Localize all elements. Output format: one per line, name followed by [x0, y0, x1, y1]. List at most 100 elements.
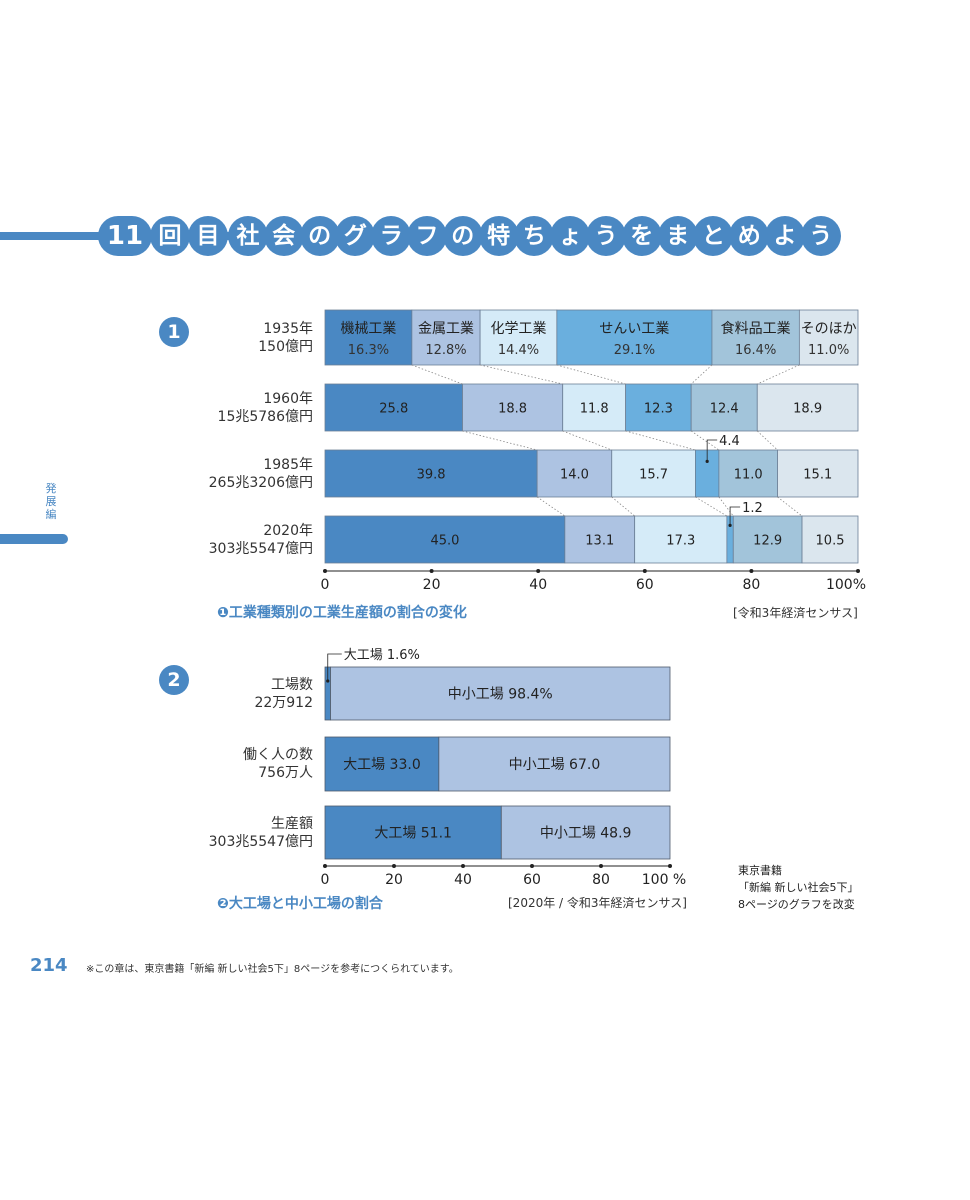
chart1-value-label: 15.7	[639, 468, 668, 483]
chart1-callout-label: 1.2	[742, 501, 763, 516]
chart2-bar-segment	[324, 736, 440, 792]
title-char: ち	[514, 216, 555, 256]
chart1-callout-label: 4.4	[719, 434, 740, 449]
chart1-value-label: 16.3%	[348, 343, 389, 358]
chart2-callout-line	[327, 653, 342, 681]
chart1-series-label: 金属工業	[418, 321, 474, 337]
chart2-row-label: 工場数 22万912	[254, 676, 313, 712]
chart1-value-label: 29.1%	[614, 343, 655, 358]
chart1-bar-segment	[711, 309, 800, 366]
chart1-series-label: 化学工業	[490, 321, 546, 337]
chart2-x-tick-label: 80	[592, 872, 610, 888]
chart1-series-label: 機械工業	[340, 321, 396, 337]
chart1-bar-segment	[564, 515, 636, 564]
row-label-line: 1960年	[263, 390, 313, 407]
chart1-callout-line	[729, 506, 741, 526]
chart2-row-label: 働く人の数 756万人	[243, 746, 313, 782]
title-char: う	[586, 216, 626, 256]
title-char: 特	[478, 216, 519, 256]
chart1-x-tick-label: 20	[423, 577, 441, 593]
chart1-connector	[611, 496, 635, 517]
chart1-bar-segment	[462, 383, 564, 432]
chart1-x-tick	[536, 569, 541, 573]
chart1-value-label: 15.1	[803, 468, 832, 483]
chart1-x-tick	[856, 569, 860, 573]
chart1-bar-segment	[562, 383, 627, 432]
chart1-connector	[556, 364, 626, 385]
chart1-row-label: 1960年 15兆5786億円	[218, 390, 313, 426]
row-label-line: 2020年	[263, 522, 313, 539]
chart2-x-tick	[530, 864, 534, 868]
title-char: う	[800, 216, 841, 256]
chart1-connector	[536, 496, 566, 517]
chart1-connector	[625, 430, 696, 451]
chart1-badge: 1	[159, 317, 189, 347]
chart1-connector	[777, 496, 803, 517]
row-label-line: 1985年	[263, 456, 313, 473]
chart1-series-label: そのほか	[801, 321, 857, 337]
chart1-value-label: 18.8	[498, 402, 527, 417]
chart1-connector	[690, 430, 720, 451]
chart2-x-tick	[668, 864, 672, 868]
chart2-x-tick-label: 20	[385, 872, 403, 888]
chart1-x-tick-label: 0	[321, 577, 330, 593]
chart1-connector	[480, 364, 563, 385]
chart1-x-tick	[429, 569, 434, 573]
title-char: よ	[765, 216, 805, 256]
chart2-callout-label: 大工場 1.6%	[344, 648, 420, 663]
chart1-caption: ❶工業種類別の工業生産額の割合の変化	[217, 605, 467, 621]
side-tab-bar	[0, 534, 68, 544]
chart1-connector	[411, 364, 463, 385]
title-char: 会	[263, 216, 304, 256]
chart1-connector	[562, 430, 612, 451]
chart2-x-tick-label: 60	[523, 872, 541, 888]
title-char: グ	[335, 216, 376, 256]
chart1-bar-segment	[411, 309, 481, 366]
chart1-value-label: 11.8	[580, 402, 609, 417]
chart1-value-label: 13.1	[585, 534, 614, 549]
chart2-bar-segment	[438, 736, 671, 792]
attribution-line: 8ページのグラフを改変	[738, 898, 855, 911]
chart1-bar-segment	[536, 449, 613, 498]
chart1-row-label: 1985年 265兆3206億円	[209, 456, 313, 492]
row-label-line: 756万人	[258, 765, 313, 781]
chart2-svg: 中小工場 98.4% 大工場 33.0 中小工場 67.0 大工場 51.1 中小工場 …	[321, 648, 687, 888]
chart1-bar-segment	[798, 309, 859, 366]
footnote: ※この章は、東京書籍「新編 新しい社会5下」8ページを参考につくられています。	[86, 964, 459, 975]
chart2-caption: ❷大工場と中小工場の割合	[217, 896, 383, 912]
title-char: ラ	[371, 216, 412, 256]
row-label-line: 工場数	[271, 676, 313, 693]
chart1-connector	[756, 430, 778, 451]
chart2-value-label: 中小工場 67.0	[509, 757, 601, 773]
chart1-x-tick-label: 80	[742, 577, 760, 593]
title-char: 目	[188, 216, 228, 256]
chart1-bar-segment	[479, 309, 558, 366]
chart1-row-label: 1935年 150億円	[258, 320, 313, 356]
chart2-x-tick-label: 40	[454, 872, 472, 888]
chart1-value-label: 17.3	[666, 534, 695, 549]
chart1-value-label: 12.4	[710, 402, 739, 417]
chart1-value-label: 39.8	[417, 468, 446, 483]
chart1-value-label: 10.5	[816, 534, 845, 549]
chart1-value-label: 45.0	[430, 534, 459, 549]
row-label-line: 303兆5547億円	[208, 833, 313, 850]
chart1-value-label: 12.3	[644, 402, 673, 417]
chart1-x-tick-label: 100%	[826, 577, 866, 593]
title-char: フ	[407, 216, 447, 256]
chart1-connector	[690, 364, 713, 385]
chart1-value-label: 12.9	[753, 534, 782, 549]
chart2-bar-segment	[500, 805, 671, 860]
chart1-value-label: 12.8%	[425, 343, 466, 358]
chart2-x-tick	[392, 864, 396, 868]
title-char: と	[693, 216, 734, 256]
chart1-callout-line	[706, 439, 718, 460]
chart2-row-label: 生産額 303兆5547億円	[209, 815, 313, 851]
chart1-series-label: 食料品工業	[721, 320, 791, 337]
row-label-line: 働く人の数	[243, 747, 313, 763]
title-number-badge: 11	[98, 216, 152, 256]
attribution-note: 東京書籍 「新編 新しい社会5下」 8ページのグラフを改変	[738, 862, 859, 913]
chart1-x-tick	[323, 569, 327, 573]
chart1-callout-dot	[705, 459, 709, 463]
chart1-connector	[695, 496, 728, 517]
chart1-series-label: せんい工業	[599, 321, 669, 337]
